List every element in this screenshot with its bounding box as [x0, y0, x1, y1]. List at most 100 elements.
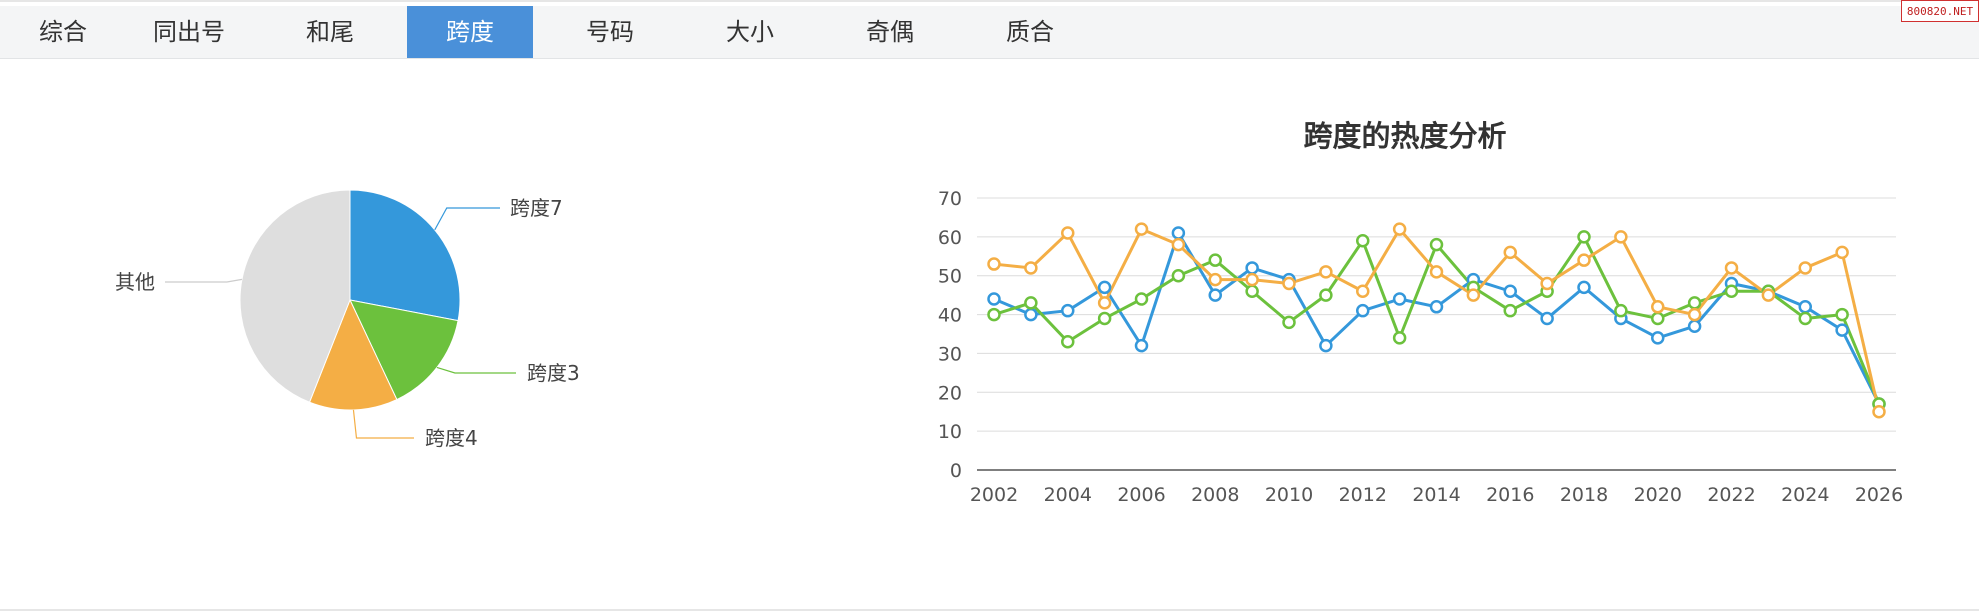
- y-tick-label: 40: [938, 305, 962, 327]
- data-point: [1097, 296, 1112, 310]
- data-point: [1429, 300, 1444, 314]
- y-tick-label: 50: [938, 266, 962, 288]
- data-point: [1429, 265, 1444, 279]
- data-point: [1319, 265, 1333, 279]
- data-point: [1835, 245, 1849, 260]
- data-point: [1687, 319, 1702, 333]
- data-point: [1097, 280, 1112, 295]
- x-tick-label: 2024: [1781, 484, 1829, 506]
- data-point: [1208, 253, 1222, 267]
- y-tick-label: 10: [938, 421, 962, 443]
- pie-slice: [349, 189, 461, 322]
- data-point: [1061, 226, 1075, 240]
- data-point: [987, 292, 1001, 306]
- data-point: [1577, 230, 1591, 244]
- data-point: [1061, 303, 1075, 318]
- data-point: [1392, 292, 1407, 306]
- data-point: [1835, 323, 1849, 337]
- tab-tongchuhao[interactable]: 同出号: [153, 18, 225, 46]
- data-point: [1319, 288, 1333, 302]
- x-tick-label: 2016: [1486, 484, 1534, 506]
- data-point: [1097, 311, 1112, 326]
- data-point: [1024, 296, 1038, 310]
- y-tick-label: 70: [938, 188, 962, 210]
- data-point: [1061, 335, 1075, 349]
- data-point: [1761, 288, 1776, 302]
- bottom-border: [0, 609, 1979, 611]
- x-tick-label: 2022: [1707, 484, 1755, 506]
- x-tick-label: 2010: [1265, 484, 1313, 506]
- data-point: [1540, 311, 1554, 326]
- data-point: [1798, 300, 1812, 314]
- data-point: [1134, 292, 1149, 306]
- pie-label: 跨度3: [527, 361, 580, 385]
- tab-bar: 综合 同出号 和尾 跨度 号码 大小 奇偶 质合: [0, 6, 1979, 59]
- y-tick-label: 0: [950, 460, 962, 482]
- data-point: [1577, 280, 1591, 295]
- data-point: [1171, 237, 1186, 252]
- data-point: [1245, 261, 1259, 275]
- data-point: [1724, 261, 1739, 275]
- data-point: [1171, 268, 1186, 283]
- data-point: [1208, 288, 1222, 302]
- data-point: [1798, 311, 1812, 326]
- tab-jiou[interactable]: 奇偶: [866, 18, 914, 46]
- data-point: [1614, 230, 1628, 244]
- x-tick-label: 2008: [1191, 484, 1239, 506]
- pie-label: 跨度7: [510, 196, 563, 220]
- data-point: [1134, 222, 1149, 236]
- data-point: [1319, 338, 1333, 353]
- x-tick-label: 2006: [1117, 484, 1165, 506]
- y-tick-label: 60: [938, 227, 962, 249]
- data-point: [1872, 404, 1886, 419]
- data-point: [1208, 272, 1222, 287]
- data-point: [1651, 300, 1665, 314]
- tab-hewei[interactable]: 和尾: [306, 18, 354, 46]
- chart-title: 跨度的热度分析: [1303, 119, 1506, 153]
- data-point: [987, 257, 1001, 271]
- data-point: [1651, 311, 1665, 326]
- pie-slice: [308, 298, 398, 411]
- tab-zhihe[interactable]: 质合: [1006, 18, 1054, 46]
- data-point: [1466, 288, 1481, 302]
- data-point: [1503, 284, 1517, 299]
- data-point: [1835, 307, 1849, 322]
- data-point: [1798, 261, 1812, 275]
- y-tick-label: 20: [938, 382, 962, 404]
- tab-haoma[interactable]: 号码: [586, 18, 634, 46]
- tab-kuadu[interactable]: 跨度: [407, 6, 533, 58]
- data-point: [1282, 276, 1296, 291]
- data-point: [1356, 233, 1370, 248]
- data-point: [1503, 303, 1517, 318]
- data-point: [1651, 331, 1665, 345]
- data-point: [1356, 303, 1370, 318]
- data-point: [1024, 307, 1038, 322]
- data-point: [1392, 331, 1407, 345]
- x-tick-label: 2026: [1855, 484, 1903, 506]
- data-point: [1134, 338, 1149, 353]
- data-point: [987, 307, 1001, 322]
- pie-leader-line: [436, 366, 516, 374]
- top-border: [0, 0, 1979, 2]
- x-tick-label: 2018: [1560, 484, 1608, 506]
- data-point: [1356, 284, 1370, 299]
- data-point: [1024, 261, 1038, 275]
- pie-label: 跨度4: [425, 426, 478, 450]
- tab-zonghe[interactable]: 综合: [39, 18, 87, 46]
- pie-leader-line: [434, 207, 500, 231]
- pie-leader-line: [165, 278, 243, 283]
- x-tick-label: 2012: [1339, 484, 1387, 506]
- data-point: [1724, 284, 1739, 299]
- data-point: [1577, 253, 1591, 267]
- x-tick-label: 2002: [970, 484, 1018, 506]
- tab-daxiao[interactable]: 大小: [726, 18, 774, 46]
- data-point: [1503, 245, 1517, 260]
- pie-label: 其他: [115, 270, 155, 294]
- data-point: [1392, 222, 1407, 236]
- data-point: [1614, 303, 1628, 318]
- x-tick-label: 2020: [1634, 484, 1682, 506]
- data-point: [1245, 284, 1259, 299]
- pie-chart: 跨度7 跨度3 跨度4 其他: [115, 189, 580, 450]
- data-point: [1171, 226, 1186, 240]
